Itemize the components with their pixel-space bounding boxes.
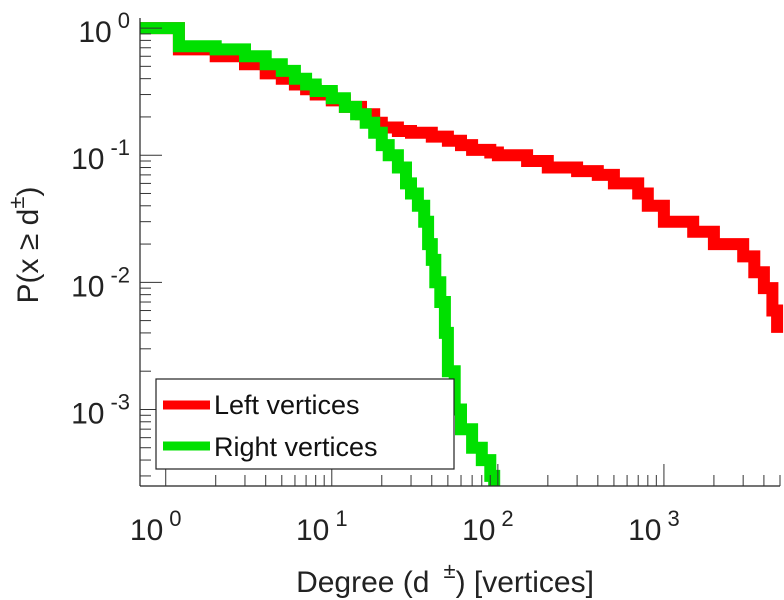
legend-box bbox=[155, 378, 455, 470]
x-tick-label: 10 2 bbox=[462, 506, 514, 547]
series-line-0 bbox=[140, 22, 784, 333]
legend-label-left-vertices: Left vertices bbox=[214, 390, 360, 420]
x-tick-label: 10 3 bbox=[628, 506, 680, 547]
x-axis-title: Degree (d ±) [vertices] bbox=[296, 558, 594, 599]
x-tick-labels: 10 0 10 1 10 2 10 3 bbox=[130, 506, 680, 547]
legend-label-right-vertices: Right vertices bbox=[214, 432, 378, 462]
x-tick-label: 10 0 bbox=[130, 506, 182, 547]
legend: Left vertices Right vertices bbox=[155, 378, 455, 470]
y-tick-label: 10 -2 bbox=[71, 262, 130, 303]
y-tick-label: 10 -3 bbox=[71, 389, 130, 430]
y-tick-label: 10 -1 bbox=[71, 135, 130, 176]
x-tick-label: 10 1 bbox=[296, 506, 348, 547]
y-tick-label: 10 0 bbox=[78, 8, 130, 49]
series-line-1 bbox=[140, 22, 501, 486]
y-axis-title: P(x ≥ d±) bbox=[4, 187, 45, 304]
series-layer bbox=[140, 22, 784, 486]
